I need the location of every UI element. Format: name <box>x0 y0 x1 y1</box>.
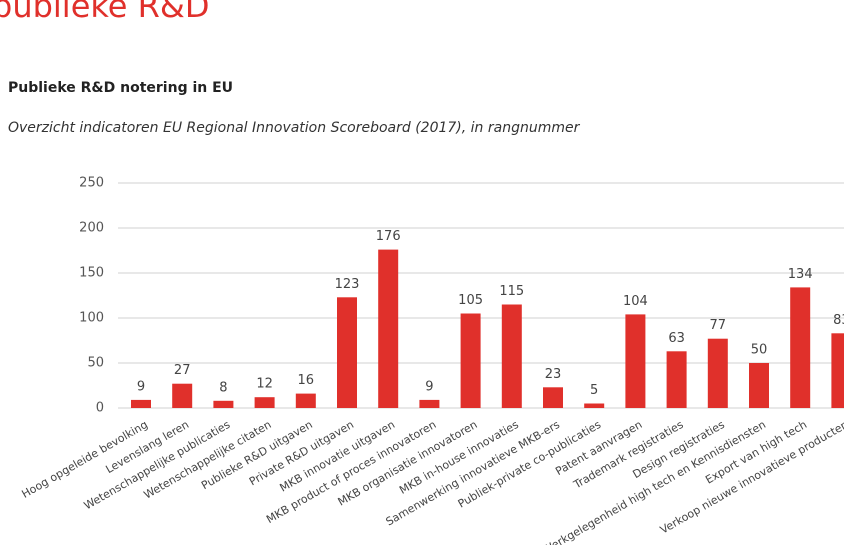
bar <box>543 387 563 408</box>
bar <box>666 351 687 408</box>
data-label: 5 <box>590 383 598 398</box>
data-label: 83 <box>833 313 844 328</box>
data-label: 115 <box>499 284 524 299</box>
data-label: 176 <box>376 229 401 244</box>
data-label: 105 <box>458 293 483 308</box>
data-label: 12 <box>256 377 273 392</box>
bar <box>337 297 357 408</box>
chart-title: Publieke R&D notering in EU <box>8 80 233 96</box>
data-label: 77 <box>710 318 727 333</box>
bar <box>378 249 399 408</box>
y-tick-label: 100 <box>79 311 104 326</box>
data-label: 63 <box>668 331 685 346</box>
bar <box>749 363 769 408</box>
bar <box>460 313 481 408</box>
y-tick-label: 250 <box>79 176 104 191</box>
data-label: 9 <box>425 379 433 394</box>
data-label: 23 <box>545 367 562 382</box>
data-label: 8 <box>219 380 227 395</box>
bar <box>295 393 316 408</box>
bar <box>131 399 151 408</box>
bar <box>584 403 605 408</box>
bar <box>625 314 646 408</box>
data-label: 50 <box>751 343 768 358</box>
bar <box>419 399 440 408</box>
data-label: 104 <box>623 294 648 309</box>
y-tick-label: 150 <box>79 266 104 281</box>
data-label: 134 <box>788 267 813 282</box>
bar <box>172 383 193 408</box>
bar <box>707 338 728 408</box>
y-tick-label: 200 <box>79 221 104 236</box>
data-label: 123 <box>335 277 360 292</box>
bar <box>501 304 522 408</box>
chart-subtitle: Overzicht indicatoren EU Regional Innova… <box>8 120 581 136</box>
y-tick-label: 50 <box>87 356 104 371</box>
bar <box>213 400 234 408</box>
bar <box>254 397 275 408</box>
data-label: 16 <box>298 373 315 388</box>
bar <box>790 287 811 408</box>
data-label: 9 <box>137 379 145 394</box>
page-title: publieke R&D <box>0 0 209 25</box>
y-tick-label: 0 <box>96 401 104 416</box>
bar <box>831 333 844 408</box>
data-label: 27 <box>174 363 191 378</box>
